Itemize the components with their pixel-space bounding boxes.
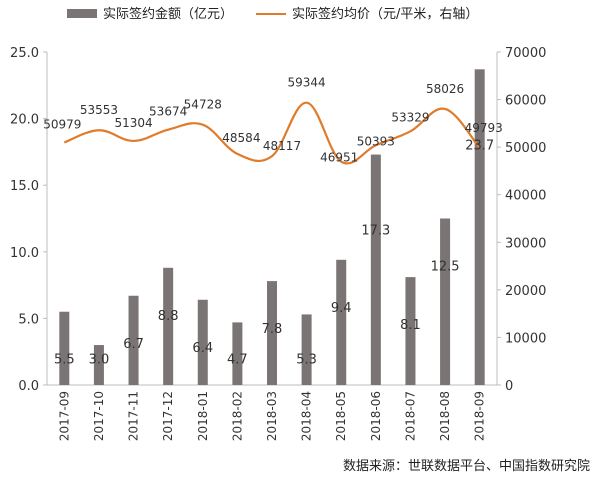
x-tick-label: 2017-09: [57, 391, 71, 441]
bar-data-label: 7.8: [262, 322, 283, 337]
line-data-label: 53329: [391, 110, 429, 124]
x-tick-label: 2018-04: [300, 391, 314, 441]
x-tick-label: 2018-09: [473, 391, 487, 441]
x-tick-label: 2018-08: [438, 391, 452, 441]
left-tick-label: 10.0: [10, 246, 39, 261]
bar-data-label: 6.4: [192, 341, 213, 356]
line-data-label: 49793: [465, 121, 503, 135]
left-tick-label: 20.0: [10, 113, 39, 128]
bar-data-label: 3.0: [89, 352, 110, 367]
line-data-label: 59344: [288, 76, 326, 90]
right-tick-label: 20000: [505, 284, 546, 299]
bar: [370, 154, 381, 385]
x-tick-label: 2018-07: [403, 391, 417, 441]
bar: [301, 314, 312, 385]
bar-series: [59, 69, 485, 385]
bar: [59, 311, 70, 385]
x-tick-label: 2018-05: [334, 391, 348, 441]
bar: [93, 345, 104, 385]
bar: [232, 322, 243, 385]
right-tick-label: 0: [505, 379, 513, 394]
right-tick-label: 60000: [505, 94, 546, 109]
x-tick-label: 2018-01: [196, 391, 210, 441]
right-tick-label: 50000: [505, 141, 546, 156]
bar: [163, 267, 174, 385]
left-tick-label: 15.0: [10, 179, 39, 194]
x-tick-label: 2017-11: [127, 391, 141, 441]
bar-data-label: 8.8: [158, 309, 179, 324]
x-tick-label: 2017-12: [161, 391, 175, 441]
bar-data-label: 5.3: [296, 352, 317, 367]
x-tick-label: 2018-03: [265, 391, 279, 441]
bar: [440, 218, 451, 385]
bar-data-label: 9.4: [331, 301, 352, 316]
line-data-label: 53553: [80, 103, 118, 117]
legend: 实际签约金额（亿元） 实际签约均价（元/平米，右轴）: [67, 6, 478, 22]
line-data-label: 48584: [222, 131, 260, 145]
bar-data-label: 23.7: [465, 138, 494, 153]
bar: [267, 281, 277, 385]
left-tick-label: 0.0: [18, 379, 39, 394]
line-data-label: 50393: [357, 134, 395, 148]
bar-data-label: 4.7: [227, 352, 248, 367]
x-axis-ticks: 2017-09 2017-10 2017-11 2017-12 2018-01 2018-…: [57, 391, 486, 441]
line-data-label: 54728: [184, 98, 222, 112]
left-axis-ticks: 0.0 5.0 10.0 15.0 20.0 25.0: [10, 46, 47, 394]
bar-data-labels: 5.5 3.0 6.7 8.8 6.4 4.7 7.8 5.3 9.4 17.3 8.1 12.5 23…: [54, 138, 494, 367]
bar-data-label: 6.7: [123, 337, 144, 352]
bar: [197, 299, 208, 385]
line-data-label: 58026: [426, 82, 464, 96]
left-tick-label: 5.0: [18, 312, 39, 327]
left-tick-label: 25.0: [10, 46, 39, 61]
legend-label-line: 实际签约均价（元/平米，右轴）: [292, 6, 478, 22]
source-note: 数据来源：世联数据平台、中国指数研究院: [342, 459, 590, 474]
bar: [128, 295, 139, 385]
bar: [474, 69, 485, 385]
right-tick-label: 70000: [505, 46, 546, 61]
line-data-label: 46951: [320, 151, 358, 165]
bar: [405, 277, 416, 385]
line-data-label: 48117: [263, 139, 301, 153]
right-tick-label: 40000: [505, 189, 546, 204]
x-tick-label: 2018-06: [369, 391, 383, 441]
bar-data-label: 8.1: [400, 318, 421, 333]
right-tick-label: 30000: [505, 236, 546, 251]
bar-data-label: 17.3: [361, 224, 390, 239]
legend-swatch-bar: [67, 9, 97, 18]
price-line: [63, 101, 481, 165]
x-tick-label: 2018-02: [230, 391, 244, 441]
line-data-label: 50979: [43, 117, 81, 131]
bar-data-label: 12.5: [431, 260, 460, 275]
legend-label-bar: 实际签约金额（亿元）: [103, 6, 233, 22]
bar-data-label: 5.5: [54, 352, 75, 367]
line-data-label: 53674: [149, 105, 187, 119]
line-data-label: 51304: [114, 116, 152, 130]
x-tick-label: 2017-10: [92, 391, 106, 441]
right-tick-label: 10000: [505, 331, 546, 346]
right-axis-ticks: 0 10000 20000 30000 40000 50000 60000 70000: [497, 46, 546, 394]
bar: [336, 259, 347, 385]
